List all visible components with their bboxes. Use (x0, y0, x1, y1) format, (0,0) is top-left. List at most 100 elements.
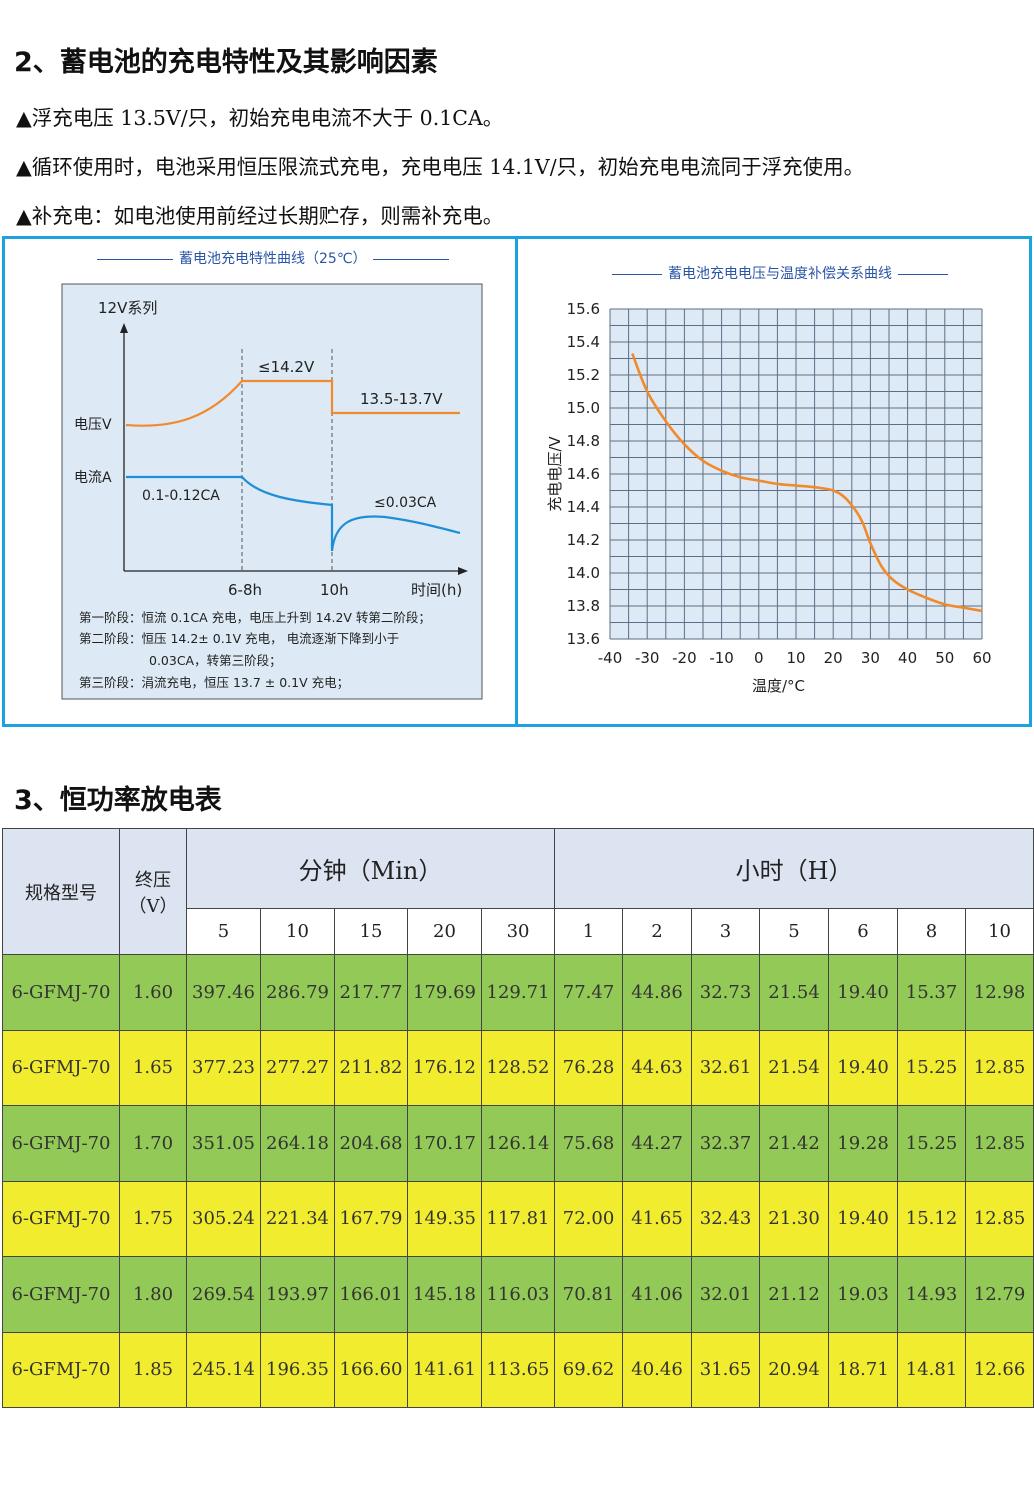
y-tick-label: 13.8 (567, 597, 600, 615)
cell-value: 12.85 (965, 1180, 1034, 1257)
y-tick-label: 14.6 (567, 465, 600, 483)
cell-value: 32.73 (691, 954, 761, 1031)
cell-value: 14.81 (897, 1331, 967, 1408)
cell-value: 377.23 (186, 1029, 261, 1106)
table-row: 6-GFMJ-70 1.60 397.46 286.79 217.77 179.69 129… (2, 954, 1034, 1031)
cell-value: 286.79 (260, 954, 335, 1031)
charge-curve-title-text: 蓄电池充电特性曲线（25℃） (179, 251, 367, 267)
table-row: 6-GFMJ-70 1.65 377.23 277.27 211.82 176.12 128… (2, 1029, 1034, 1106)
cell-value: 44.86 (622, 954, 693, 1031)
cell-value: 211.82 (334, 1029, 408, 1106)
cell-value: 20.94 (759, 1331, 830, 1408)
cell-model: 6-GFMJ-70 (2, 954, 120, 1031)
temp-y-label: 充电电压/V (546, 436, 564, 512)
section3-title: 3、恒功率放电表 (14, 785, 222, 816)
cell-value: 170.17 (407, 1105, 482, 1182)
note-stage-3: 第三阶段：涓流充电，恒压 13.7 ± 0.1V 充电； (79, 675, 349, 690)
cell-value: 204.68 (334, 1105, 408, 1182)
cell-value: 193.97 (260, 1256, 335, 1333)
x-tick-label: 60 (972, 649, 991, 667)
cell-end-voltage: 1.70 (119, 1105, 187, 1182)
cell-value: 19.40 (828, 1180, 899, 1257)
cell-value: 12.98 (965, 954, 1034, 1031)
cell-model: 6-GFMJ-70 (2, 1029, 120, 1106)
cell-model: 6-GFMJ-70 (2, 1256, 120, 1333)
col-header-model: 规格型号 (2, 828, 120, 955)
charge-curve-panel: 蓄电池充电特性曲线（25℃） 12V系列 电压V 电流A ≤14.2V 13.5… (2, 236, 518, 727)
cell-value: 32.01 (691, 1256, 761, 1333)
cell-value: 129.71 (480, 954, 556, 1031)
y-tick-label: 14.2 (567, 531, 600, 549)
note-stage-1: 第一阶段：恒流 0.1CA 充电，电压上升到 14.2V 转第二阶段； (79, 610, 431, 625)
x-tick-label: 50 (935, 649, 954, 667)
col-header-hour-10: 10 (965, 908, 1034, 955)
charge-curve-frame (61, 283, 483, 700)
cell-value: 41.06 (622, 1256, 693, 1333)
cell-value: 72.00 (554, 1180, 624, 1257)
temp-compensation-panel: 蓄电池充电电压与温度补偿关系曲线 -40 -30 -20 -10 0 10 20 30 40 50… (515, 236, 1032, 727)
cell-value: 19.03 (828, 1256, 899, 1333)
cell-model: 6-GFMJ-70 (2, 1105, 120, 1182)
cell-value: 15.25 (897, 1105, 967, 1182)
col-header-min-5: 5 (186, 908, 261, 955)
cell-value: 126.14 (480, 1105, 556, 1182)
charge-curve-title: 蓄电池充电特性曲线（25℃） (91, 248, 455, 268)
cell-value: 221.34 (260, 1180, 335, 1257)
y-voltage-label: 电压V (74, 417, 112, 433)
voltage-curve (125, 379, 460, 427)
x-tick-10h: 10h (320, 581, 349, 599)
cell-value: 141.61 (407, 1331, 482, 1408)
cell-value: 145.18 (407, 1256, 482, 1333)
cell-value: 14.93 (897, 1256, 967, 1333)
x-tick-label: -10 (709, 649, 734, 667)
cell-value: 32.37 (691, 1105, 761, 1182)
x-tick-6-8h: 6-8h (228, 581, 262, 599)
col-header-end-voltage: 终压（V） (119, 828, 187, 955)
table-row: 6-GFMJ-70 1.80 269.54 193.97 166.01 145.18 116… (2, 1256, 1034, 1333)
y-tick-label: 15.0 (567, 399, 600, 417)
cell-value: 305.24 (186, 1180, 261, 1257)
cell-value: 12.85 (965, 1029, 1034, 1106)
cell-value: 70.81 (554, 1256, 624, 1333)
x-tick-label: 20 (824, 649, 843, 667)
temp-x-label: 温度/°C (752, 677, 805, 695)
cell-value: 179.69 (407, 954, 482, 1031)
y-tick-label: 15.2 (567, 366, 600, 384)
y-tick-label: 15.6 (567, 300, 600, 318)
cell-value: 113.65 (480, 1331, 556, 1408)
col-header-min-30: 30 (480, 908, 556, 955)
cell-value: 117.81 (480, 1180, 556, 1257)
col-header-hour-2: 2 (622, 908, 693, 955)
cell-value: 277.27 (260, 1029, 335, 1106)
cell-end-voltage: 1.85 (119, 1331, 187, 1408)
float-voltage-label: 13.5-13.7V (360, 390, 443, 408)
cell-value: 76.28 (554, 1029, 624, 1106)
bullet-float-charge: ▲浮充电压 13.5V/只，初始充电电流不大于 0.1CA。 (16, 106, 504, 130)
cell-value: 21.54 (759, 954, 830, 1031)
charge-curve-figure: 12V系列 电压V 电流A ≤14.2V 13.5-13.7V 0.1-0.12… (61, 283, 483, 700)
cell-value: 176.12 (407, 1029, 482, 1106)
x-tick-label: 10 (786, 649, 805, 667)
x-tick-label: 0 (754, 649, 764, 667)
cell-value: 351.05 (186, 1105, 261, 1182)
max-voltage-label: ≤14.2V (258, 358, 315, 376)
cell-value: 21.42 (759, 1105, 830, 1182)
temp-chart: -40 -30 -20 -10 0 10 20 30 40 50 60 15.6 15.4 15.2 15… (546, 300, 992, 695)
x-axis-label: 时间(h) (411, 581, 462, 599)
cell-value: 397.46 (186, 954, 261, 1031)
init-current-label: 0.1-0.12CA (142, 488, 220, 504)
table-row: 6-GFMJ-70 1.85 245.14 196.35 166.60 141.61 113… (2, 1331, 1034, 1408)
col-group-hours: 小时（H） (554, 828, 1034, 909)
x-tick-label: -20 (672, 649, 697, 667)
bullet-cycle-use: ▲循环使用时，电池采用恒压限流式充电，充电电压 14.1V/只，初始充电电流同于… (16, 155, 865, 179)
cell-value: 19.28 (828, 1105, 899, 1182)
cell-value: 40.46 (622, 1331, 693, 1408)
y-tick-label: 14.4 (567, 498, 600, 516)
cell-value: 75.68 (554, 1105, 624, 1182)
cell-value: 196.35 (260, 1331, 335, 1408)
col-header-hour-1: 1 (554, 908, 624, 955)
col-header-hour-8: 8 (897, 908, 967, 955)
x-axis-arrow (458, 567, 468, 575)
cell-value: 21.30 (759, 1180, 830, 1257)
cell-value: 21.12 (759, 1256, 830, 1333)
